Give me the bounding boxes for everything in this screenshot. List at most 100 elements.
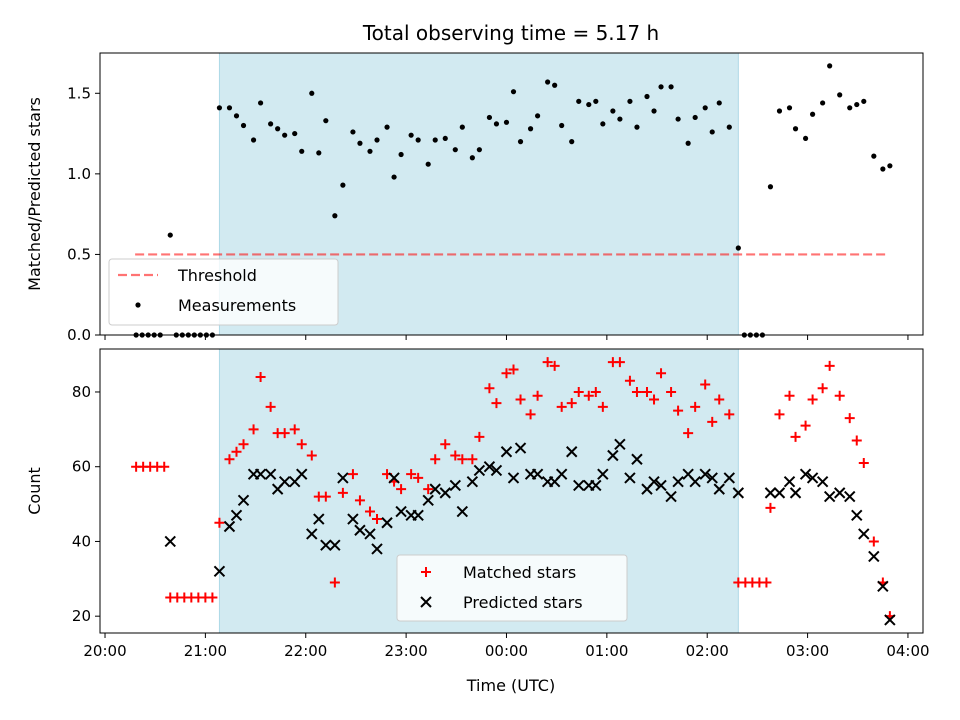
data-point xyxy=(773,487,786,499)
data-point xyxy=(237,494,250,507)
data-point xyxy=(372,514,383,525)
data-point xyxy=(240,122,247,129)
data-point xyxy=(576,98,582,104)
y-axis-label: Count xyxy=(25,467,44,515)
data-point xyxy=(732,487,745,499)
data-point xyxy=(320,491,331,502)
data-point xyxy=(278,475,291,488)
data-point xyxy=(332,213,338,219)
data-point xyxy=(476,147,482,153)
data-point xyxy=(238,439,249,450)
data-point xyxy=(700,379,711,390)
data-point xyxy=(510,89,517,95)
legend-matched-label: Matched stars xyxy=(463,563,576,582)
data-point xyxy=(617,116,623,122)
x-tick-label: 00:00 xyxy=(485,642,528,660)
data-point xyxy=(306,528,318,540)
data-point xyxy=(714,394,725,405)
data-point xyxy=(827,63,833,69)
data-point xyxy=(388,472,400,484)
data-point xyxy=(656,368,667,379)
data-point xyxy=(425,161,431,167)
data-point xyxy=(817,383,828,394)
data-point xyxy=(569,139,575,145)
legend-predicted-label: Predicted stars xyxy=(463,593,583,612)
data-point xyxy=(806,472,819,484)
data-point xyxy=(586,101,592,108)
x-tick-label: 21:00 xyxy=(184,642,227,660)
data-point xyxy=(491,398,502,409)
data-point xyxy=(723,472,736,484)
data-point xyxy=(884,614,896,626)
axes-frame xyxy=(99,52,924,336)
data-point xyxy=(296,468,308,480)
data-point xyxy=(851,435,862,446)
data-point xyxy=(371,543,383,555)
series-predicted-stars xyxy=(164,438,896,626)
data-point xyxy=(164,535,176,548)
data-point xyxy=(350,129,356,135)
data-point xyxy=(786,105,793,111)
data-point xyxy=(384,124,390,130)
data-point xyxy=(573,386,584,397)
data-point xyxy=(459,124,465,130)
data-point xyxy=(450,450,461,461)
data-point xyxy=(430,454,441,465)
data-point xyxy=(214,517,225,528)
data-point xyxy=(364,506,375,517)
data-point xyxy=(887,163,893,169)
data-point xyxy=(329,577,340,588)
data-point xyxy=(337,487,348,498)
data-point xyxy=(716,100,722,106)
data-point xyxy=(323,118,329,124)
data-point xyxy=(583,390,594,401)
data-point xyxy=(268,121,274,127)
data-point xyxy=(624,472,636,484)
x-tick-label: 04:00 xyxy=(886,642,929,660)
x-tick-label: 20:00 xyxy=(83,642,126,660)
data-point xyxy=(296,439,307,450)
data-point xyxy=(257,100,264,106)
data-point xyxy=(593,98,599,104)
data-point xyxy=(816,475,829,488)
data-point xyxy=(255,372,266,383)
data-point xyxy=(500,446,513,458)
data-point xyxy=(651,108,657,114)
data-point xyxy=(824,360,835,371)
data-point xyxy=(774,409,785,420)
x-tick-label: 01:00 xyxy=(585,642,628,660)
data-point xyxy=(230,509,243,521)
data-point xyxy=(299,148,305,154)
axes-frame xyxy=(99,348,924,634)
data-point xyxy=(531,468,544,480)
chart-title: Total observing time = 5.17 h xyxy=(362,21,659,45)
data-point xyxy=(802,135,809,142)
y-tick-label: 1.5 xyxy=(67,84,91,102)
data-point xyxy=(649,394,660,405)
data-point xyxy=(844,490,856,503)
data-point xyxy=(644,93,650,100)
data-point xyxy=(474,431,485,442)
data-point xyxy=(675,116,681,122)
data-point xyxy=(515,394,526,405)
data-point xyxy=(767,184,774,190)
data-point xyxy=(807,394,818,405)
data-point xyxy=(648,475,660,488)
data-point xyxy=(289,424,300,435)
y-tick-label: 40 xyxy=(72,532,91,550)
data-point xyxy=(692,114,698,121)
ratio-panel: 0.0 0.5 1.0 1.5 Matched/Predicted stars Thres… xyxy=(25,52,924,344)
data-point xyxy=(880,166,886,172)
data-point xyxy=(340,182,346,188)
data-point xyxy=(844,413,855,424)
data-point xyxy=(320,539,332,551)
x-tick-label: 23:00 xyxy=(384,642,427,660)
data-point xyxy=(668,84,674,90)
data-point xyxy=(439,487,451,499)
data-point xyxy=(167,232,173,238)
data-point xyxy=(683,428,694,439)
data-point xyxy=(799,468,812,480)
data-point xyxy=(483,461,496,473)
data-point xyxy=(408,132,414,138)
